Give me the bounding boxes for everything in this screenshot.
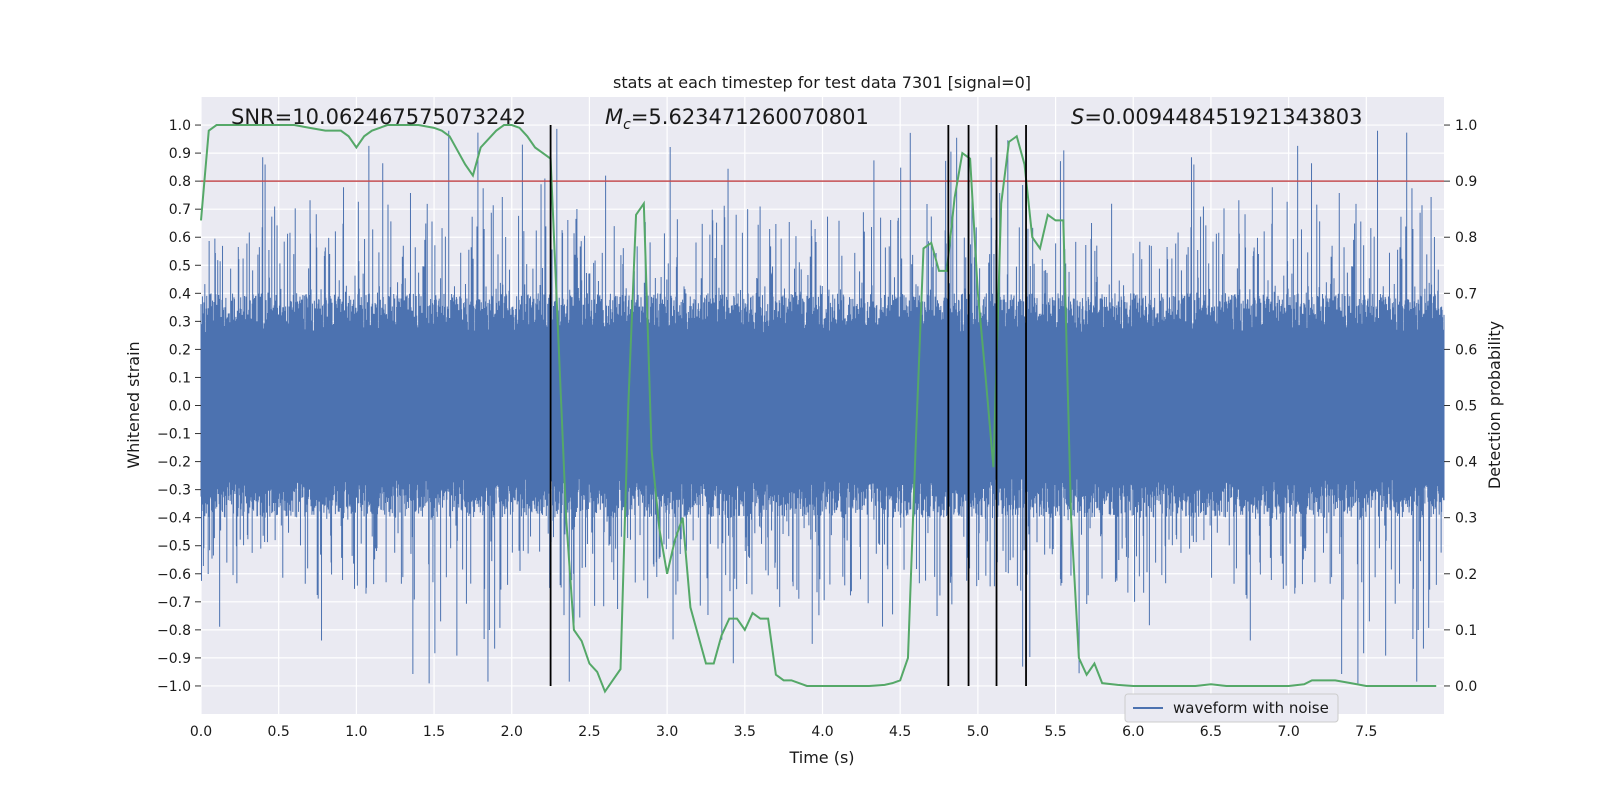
x-tick-label: 4.0 (811, 724, 833, 740)
s-symbol: S (1071, 105, 1084, 129)
s-annotation: S=0.009448451921343803 (1071, 105, 1362, 129)
y2-tick-label: 1.0 (1455, 118, 1477, 134)
detection-probability-line (200, 124, 1437, 694)
y-tick-label: −0.9 (157, 651, 191, 667)
chart-title: stats at each timestep for test data 730… (613, 73, 1031, 92)
y2-tick-label: 0.1 (1455, 623, 1477, 639)
y-tick-label: −0.1 (157, 427, 191, 443)
y2-tick-label: 0.5 (1455, 399, 1477, 415)
x-tick-label: 6.5 (1200, 724, 1222, 740)
chirp-mass-annotation: Mc=5.623471260070801 (605, 105, 869, 133)
y2-tick-label: 0.0 (1455, 679, 1477, 695)
x-tick-label: 3.5 (734, 724, 756, 740)
vertical-markers (549, 125, 1027, 686)
y-tick-label: 0.0 (169, 399, 191, 415)
snr-annotation: SNR=10.062467575073242 (231, 105, 526, 129)
y-tick-label: −0.3 (157, 483, 191, 499)
x-tick-label: 5.0 (967, 724, 989, 740)
y-tick-label: 0.5 (169, 258, 191, 274)
y-tick-label: −0.7 (157, 595, 191, 611)
y-tick-label: 0.7 (169, 202, 191, 218)
y-tick-label: 0.8 (169, 174, 191, 190)
legend-label: waveform with noise (1173, 699, 1329, 717)
y-tick-label: −0.4 (157, 511, 191, 527)
y-axis-label: Whitened strain (124, 341, 143, 468)
y-tick-label: −0.2 (157, 455, 191, 471)
legend-box (1124, 693, 1339, 723)
y2-tick-label: 0.3 (1455, 511, 1477, 527)
chirp-mass-symbol: M (605, 105, 623, 129)
strain-series (200, 128, 1445, 684)
x-tick-label: 1.0 (345, 724, 367, 740)
y2-tick-label: 0.6 (1455, 342, 1477, 358)
x-tick-label: 7.0 (1277, 724, 1299, 740)
y-tick-label: 1.0 (169, 118, 191, 134)
x-tick-label: 0.0 (190, 724, 212, 740)
y-tick-label: −0.8 (157, 623, 191, 639)
x-tick-label: 2.5 (578, 724, 600, 740)
x-tick-label: 5.5 (1044, 724, 1066, 740)
y2-axis-label: Detection probability (1485, 321, 1504, 489)
y-tick-label: 0.9 (169, 146, 191, 162)
y2-tick-label: 0.7 (1455, 286, 1477, 302)
y-tick-label: 0.1 (169, 370, 191, 386)
y2-tick-label: 0.2 (1455, 567, 1477, 583)
y-tick-label: −0.6 (157, 567, 191, 583)
chirp-mass-subscript: c (623, 117, 631, 133)
y2-tick-label: 0.4 (1455, 455, 1477, 471)
y2-tick-label: 0.8 (1455, 230, 1477, 246)
y2-tick-label: 0.9 (1455, 174, 1477, 190)
strain-waveform (200, 128, 1445, 684)
y-tick-label: −0.5 (157, 539, 191, 555)
s-value: =0.009448451921343803 (1084, 105, 1362, 129)
y-tick-label: 0.2 (169, 342, 191, 358)
x-axis-ticks: 0.0 0.5 1.0 1.5 2.0 2.5 3.0 3.5 4.0 4.5 5.0 5.5 6.0 6… (190, 724, 1378, 740)
y-tick-label: 0.3 (169, 314, 191, 330)
y-tick-label: −1.0 (157, 679, 191, 695)
y2-axis-ticks: 1.0 0.9 0.8 0.7 0.6 0.5 0.4 0.3 0.2 0.1 0.0 (1444, 118, 1477, 695)
y-tick-label: 0.6 (169, 230, 191, 246)
y-tick-label: 0.4 (169, 286, 191, 302)
y-axis-ticks: 1.0 0.9 0.8 0.7 0.6 0.5 0.4 0.3 0.2 0.1 0.0 −0.1 −0.… (157, 118, 201, 695)
x-tick-label: 7.5 (1355, 724, 1377, 740)
x-tick-label: 2.0 (501, 724, 523, 740)
x-tick-label: 0.5 (268, 724, 290, 740)
x-tick-label: 1.5 (423, 724, 445, 740)
x-axis-label: Time (s) (788, 748, 854, 767)
chirp-mass-value: =5.623471260070801 (631, 105, 869, 129)
x-tick-label: 3.0 (656, 724, 678, 740)
probability-series (200, 124, 1444, 694)
legend: waveform with noise (1124, 693, 1339, 723)
x-tick-label: 4.5 (889, 724, 911, 740)
x-tick-label: 6.0 (1122, 724, 1144, 740)
